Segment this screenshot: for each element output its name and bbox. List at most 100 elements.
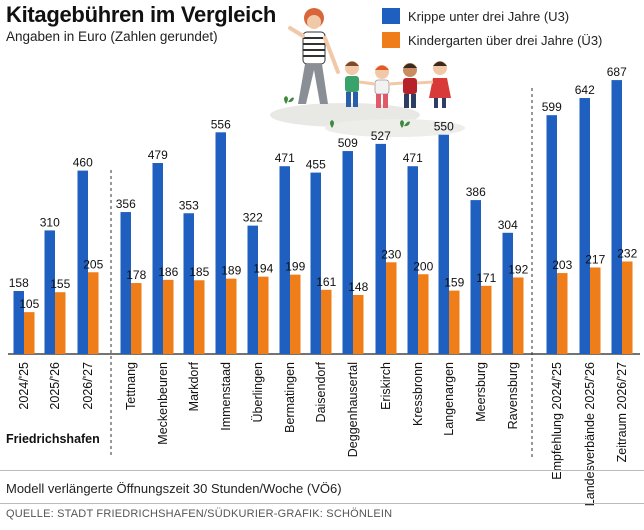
category-label-5: Markdorf — [187, 361, 201, 411]
category-label-14: Meersburg — [474, 362, 488, 422]
value-label-ue3-12: 200 — [413, 259, 433, 273]
chart-title: Kitagebühren im Vergleich — [6, 2, 277, 27]
bar-u3-9 — [310, 172, 321, 354]
value-label-ue3-9: 161 — [316, 275, 336, 289]
category-label-13: Langenargen — [442, 362, 456, 436]
category-label-17: Landesverbände 2025/'26 — [583, 362, 597, 506]
bar-ue3-5 — [194, 280, 205, 354]
bar-ue3-1 — [55, 292, 66, 354]
bar-u3-4 — [152, 163, 163, 354]
chart-subtitle: Angaben in Euro (Zahlen gerundet) — [6, 29, 218, 44]
bar-u3-17 — [579, 98, 590, 354]
bar-ue3-2 — [88, 272, 99, 354]
value-label-ue3-15: 192 — [508, 262, 528, 276]
value-label-u3-16: 599 — [542, 100, 562, 114]
bar-ue3-3 — [131, 283, 142, 354]
category-label-11: Eriskirch — [379, 362, 393, 410]
value-label-u3-10: 509 — [338, 136, 358, 150]
category-label-10: Deggenhausertal — [346, 362, 360, 457]
value-label-u3-12: 471 — [403, 151, 423, 165]
bar-ue3-8 — [290, 274, 301, 354]
bar-ue3-16 — [557, 273, 568, 354]
bars-group: 158 105 2024/'25 310 155 2025/'26 460 205 2026/'… — [9, 65, 638, 506]
bar-u3-5 — [183, 213, 194, 354]
category-label-15: Ravensburg — [506, 362, 520, 429]
bar-u3-8 — [279, 166, 290, 354]
bar-ue3-9 — [321, 289, 332, 354]
source-line: QUELLE: STADT FRIEDRICHSHAFEN/SÜDKURIER-… — [6, 508, 393, 520]
value-label-ue3-16: 203 — [552, 258, 572, 272]
value-label-u3-0: 158 — [9, 276, 29, 290]
value-label-ue3-14: 171 — [476, 271, 496, 285]
bar-u3-11 — [375, 143, 386, 354]
legend-label-u3: Krippe unter drei Jahre (U3) — [408, 8, 570, 24]
category-label-8: Bermatingen — [283, 362, 297, 433]
bar-ue3-6 — [226, 278, 237, 354]
category-label-1: 2025/'26 — [48, 362, 62, 410]
bar-u3-15 — [502, 232, 513, 354]
footnote: Modell verlängerte Öffnungszeit 30 Stund… — [6, 481, 342, 496]
bar-ue3-0 — [24, 312, 35, 354]
bar-u3-16 — [546, 115, 557, 354]
category-label-7: Überlingen — [251, 362, 265, 423]
legend-label-ue3: Kindergarten über drei Jahre (Ü3) — [408, 32, 603, 48]
category-label-9: Daisendorf — [314, 361, 328, 422]
value-label-ue3-2: 205 — [83, 257, 103, 271]
value-label-u3-3: 356 — [116, 197, 136, 211]
value-label-u3-7: 322 — [243, 211, 263, 225]
category-label-16: Empfehlung 2024/'25 — [550, 362, 564, 480]
value-label-ue3-6: 189 — [221, 264, 241, 278]
value-label-u3-11: 527 — [371, 129, 391, 143]
bar-u3-18 — [611, 80, 622, 354]
value-label-ue3-7: 194 — [253, 262, 273, 276]
category-label-3: Tettnang — [124, 362, 138, 410]
value-label-u3-9: 455 — [306, 158, 326, 172]
divider-top — [0, 470, 644, 471]
legend-item-ue3: Kindergarten über drei Jahre (Ü3) — [382, 30, 602, 50]
value-label-u3-17: 642 — [575, 83, 595, 97]
value-label-u3-4: 479 — [148, 148, 168, 162]
value-label-u3-1: 310 — [40, 215, 60, 229]
bar-ue3-12 — [418, 274, 429, 354]
bar-u3-0 — [13, 291, 24, 354]
value-label-ue3-13: 159 — [444, 276, 464, 290]
value-label-ue3-17: 217 — [585, 252, 605, 266]
legend-swatch-u3 — [382, 8, 400, 24]
bar-u3-2 — [77, 170, 88, 354]
category-label-6: Immenstaad — [219, 362, 233, 431]
value-label-u3-5: 353 — [179, 198, 199, 212]
value-label-ue3-4: 186 — [158, 265, 178, 279]
bar-u3-3 — [120, 212, 131, 354]
group-label-friedrichshafen: Friedrichshafen — [6, 432, 100, 446]
bar-u3-13 — [438, 134, 449, 354]
value-label-u3-6: 556 — [211, 117, 231, 131]
value-label-u3-15: 304 — [498, 218, 518, 232]
bar-u3-6 — [215, 132, 226, 354]
bar-ue3-17 — [590, 267, 601, 354]
value-label-u3-13: 550 — [434, 120, 454, 134]
category-label-0: 2024/'25 — [17, 362, 31, 410]
bar-ue3-11 — [386, 262, 397, 354]
legend-item-u3: Krippe unter drei Jahre (U3) — [382, 6, 602, 26]
value-label-ue3-8: 199 — [285, 260, 305, 274]
value-label-u3-18: 687 — [607, 65, 627, 79]
children-illustration — [270, 8, 465, 137]
legend: Krippe unter drei Jahre (U3) Kindergarte… — [382, 6, 602, 54]
bar-ue3-18 — [622, 261, 633, 354]
bar-ue3-14 — [481, 285, 492, 354]
category-label-12: Kressbronn — [411, 362, 425, 426]
bar-u3-12 — [407, 166, 418, 354]
category-label-18: Zeitraum 2026/'27 — [615, 362, 629, 462]
bar-ue3-15 — [513, 277, 524, 354]
bar-ue3-10 — [353, 294, 364, 354]
value-label-ue3-11: 230 — [381, 247, 401, 261]
value-label-ue3-1: 155 — [50, 277, 70, 291]
divider-bottom — [0, 503, 644, 504]
bar-u3-10 — [342, 151, 353, 354]
bar-ue3-7 — [258, 276, 269, 354]
value-label-ue3-0: 105 — [19, 297, 39, 311]
bar-u3-1 — [44, 230, 55, 354]
bar-u3-7 — [247, 225, 258, 354]
